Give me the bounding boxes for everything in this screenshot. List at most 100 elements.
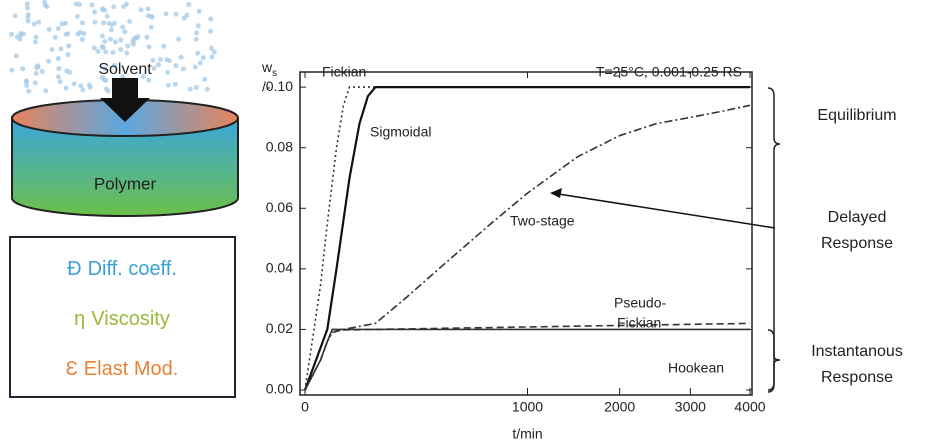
chart: 0.00 0.02 0.04 0.06 0.08 0.10 0 1000 2000 3000 400… — [261, 59, 766, 442]
series-line — [303, 86, 750, 391]
solvent-dot — [120, 4, 126, 10]
solvent-dot — [26, 88, 32, 94]
property-symbol: Ɛ — [66, 358, 78, 380]
solvent-dot — [33, 70, 39, 76]
response-label: Instantanous — [811, 343, 903, 360]
x-tick-label: 0 — [301, 399, 309, 415]
solvent-dot — [208, 45, 214, 51]
solvent-dot — [74, 13, 80, 19]
solvent-dot — [122, 29, 128, 35]
solvent-dot — [149, 14, 155, 20]
solvent-dot — [65, 52, 71, 58]
solvent-dot — [104, 13, 110, 19]
series-line — [304, 328, 750, 391]
solvent-dot — [127, 18, 133, 24]
annotation: Fickian — [617, 315, 661, 331]
solvent-dot — [196, 8, 202, 14]
solvent-dot — [101, 77, 107, 83]
annotation: Fickian — [322, 64, 366, 80]
solvent-dot — [64, 68, 70, 74]
solvent-dot — [135, 34, 141, 40]
solvent-dot — [165, 82, 171, 88]
solvent-dot — [172, 81, 178, 87]
property-text: Viscosity — [91, 308, 170, 330]
solvent-dot — [204, 86, 210, 92]
solvent-dot — [140, 74, 146, 80]
solvent-dot — [36, 19, 42, 25]
solvent-dot — [43, 88, 49, 94]
solvent-dot — [79, 20, 85, 26]
solvent-dot — [20, 66, 26, 72]
property: Ɛ Elast Mod. — [66, 358, 179, 380]
solvent-dot — [52, 34, 58, 40]
solvent-dot — [100, 7, 106, 13]
property: Đ Diff. coeff. — [67, 258, 177, 280]
property-symbol: Đ — [67, 258, 81, 280]
solvent-dot — [118, 37, 124, 43]
y-label-symbol: w — [261, 59, 273, 75]
solvent-dot — [124, 50, 130, 56]
solvent-dot — [112, 62, 118, 68]
solvent-dot — [57, 79, 63, 85]
y-label-subscript: s — [272, 68, 277, 79]
solvent-dot — [109, 22, 115, 28]
annotation: Pseudo- — [614, 295, 666, 311]
solvent-dot — [31, 21, 37, 27]
solvent-dot — [58, 46, 64, 52]
solvent-dot — [163, 11, 169, 17]
solvent-dot — [112, 39, 118, 45]
solvent-dot — [99, 33, 105, 39]
x-axis-label: t/min — [512, 426, 542, 442]
solvent-dot — [24, 5, 30, 11]
solvent-dot — [125, 43, 131, 49]
solvent-dot — [193, 84, 199, 90]
solvent-dot — [95, 49, 101, 55]
solvent-dot — [89, 2, 95, 8]
solvent-dot — [146, 77, 152, 83]
series-line — [304, 86, 750, 391]
property-text: Diff. coeff. — [88, 258, 177, 280]
solvent-dot — [46, 26, 52, 32]
y-axis-label: ws — [261, 59, 277, 79]
solvent-dot — [33, 34, 39, 40]
solvent-dot — [187, 86, 193, 92]
series-line — [304, 322, 751, 391]
solvent-dot — [99, 44, 105, 50]
x-tick-label: 3000 — [675, 399, 706, 415]
arrow-head — [550, 188, 562, 198]
solvent-dot — [209, 54, 215, 60]
solvent-dot — [102, 65, 108, 71]
solvent-dot — [66, 43, 72, 49]
solvent-label: Solvent — [98, 61, 152, 78]
polymer-label: Polymer — [94, 174, 157, 193]
solvent-dot — [130, 41, 136, 47]
solvent-dot — [101, 20, 107, 26]
solvent-dot — [144, 34, 150, 40]
x-tick-label: 2000 — [604, 399, 635, 415]
property: η Viscosity — [74, 308, 170, 330]
solvent-dot — [9, 67, 15, 73]
series-line — [304, 104, 751, 391]
solvent-dot — [65, 31, 71, 37]
solvent-dots — [8, 0, 217, 94]
solvent-dot — [55, 26, 61, 32]
y-tick-label: 0.08 — [266, 138, 293, 154]
solvent-dot — [145, 6, 151, 12]
solvent-dot — [77, 29, 83, 35]
solvent-dot — [80, 87, 86, 93]
solvent-dot — [55, 56, 61, 62]
y-tick-label: 0.06 — [266, 199, 293, 215]
solvent-dot — [14, 34, 20, 40]
solvent-dot — [18, 31, 24, 37]
solvent-dot — [102, 39, 108, 45]
solvent-dot — [173, 11, 179, 17]
brace — [767, 329, 781, 393]
solvent-dot — [138, 7, 144, 13]
solvent-dot — [208, 16, 214, 22]
solvent-dot — [32, 80, 38, 86]
y-tick-label: 0.10 — [266, 78, 293, 94]
solvent-dot — [108, 27, 114, 33]
solvent-dot — [13, 53, 19, 59]
solvent-dot — [56, 66, 62, 72]
solvent-dot — [197, 60, 203, 66]
